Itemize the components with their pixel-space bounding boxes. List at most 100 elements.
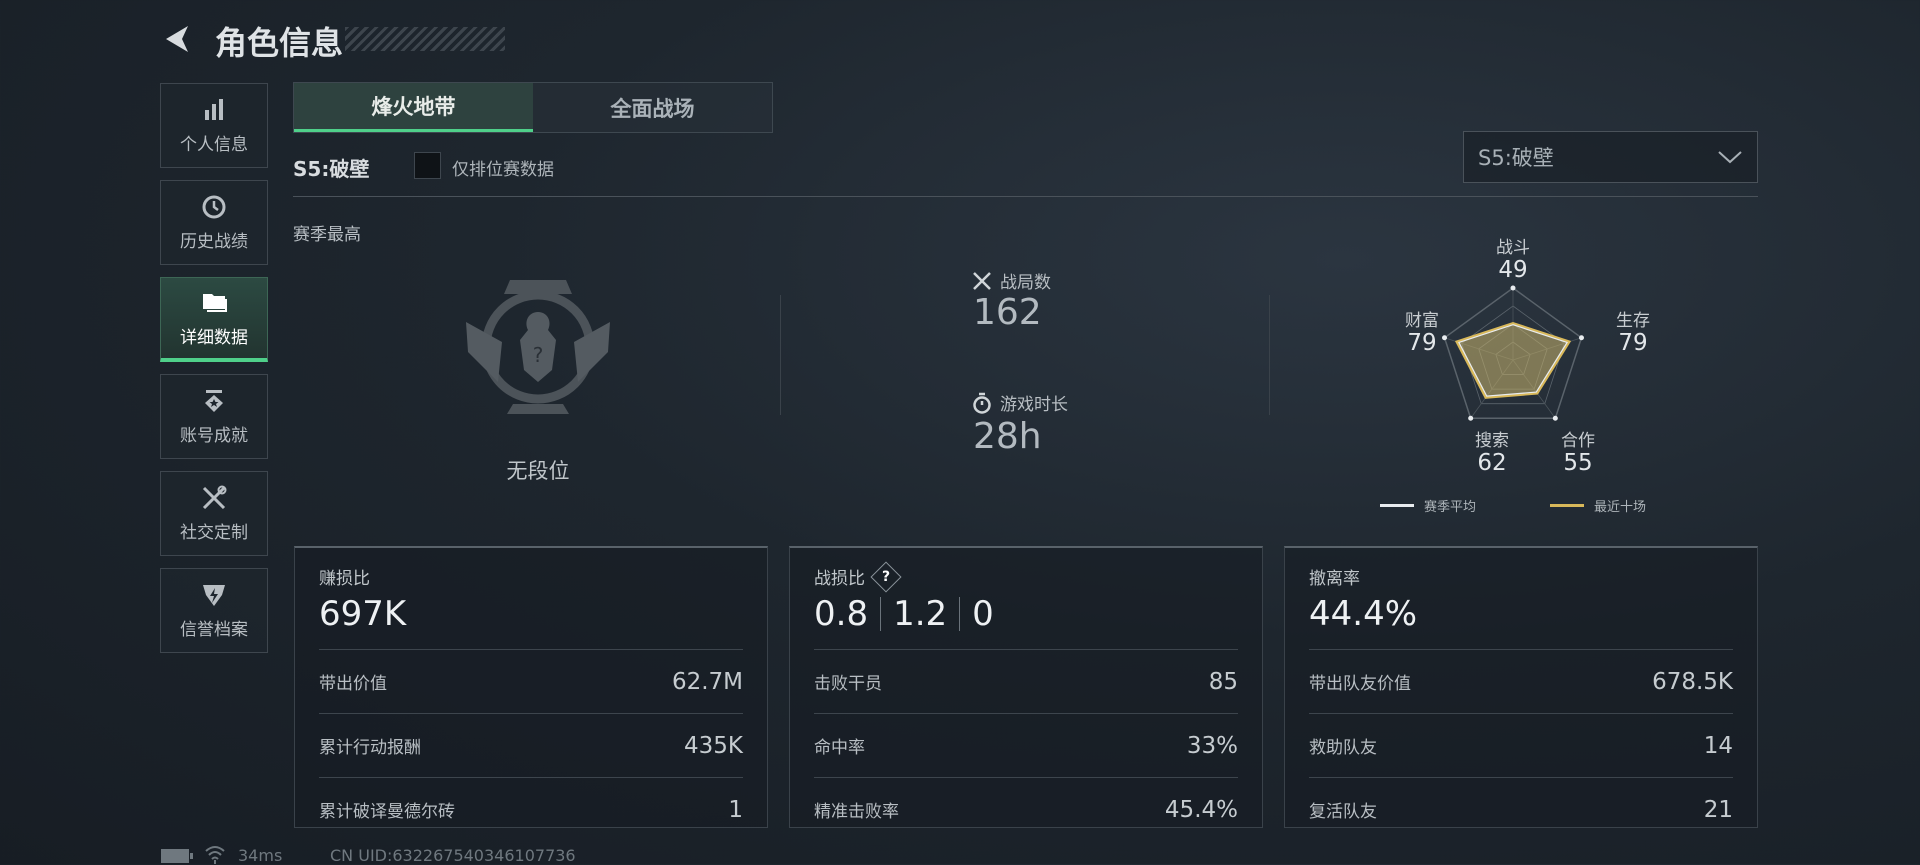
stat-label: 带出价值 bbox=[319, 674, 387, 694]
rank-name: 无段位 bbox=[506, 459, 570, 483]
legend-swatch bbox=[1380, 504, 1414, 507]
radar-value-label: 79 bbox=[1618, 330, 1648, 356]
divider bbox=[1269, 295, 1270, 415]
radar-vertex bbox=[1510, 285, 1516, 291]
battery-icon bbox=[161, 849, 193, 863]
stat-value: 1 bbox=[728, 796, 743, 823]
playtime-value: 28h bbox=[973, 416, 1042, 457]
sidebar-item-label: 社交定制 bbox=[180, 523, 248, 543]
stat-row: 复活队友 21 bbox=[1309, 777, 1733, 841]
stat-label: 命中率 bbox=[814, 738, 865, 758]
radar-axis-label: 生存 bbox=[1616, 311, 1650, 331]
legend-swatch bbox=[1550, 504, 1584, 507]
season-dropdown-value: S5:破壁 bbox=[1478, 146, 1554, 170]
ranked-only-label[interactable]: 仅排位赛数据 bbox=[452, 160, 554, 180]
history-clock-icon bbox=[202, 195, 226, 219]
wifi-icon bbox=[205, 846, 225, 864]
stat-value: 45.4% bbox=[1164, 796, 1238, 823]
radar-grid bbox=[1443, 287, 1583, 419]
stat-value: 14 bbox=[1703, 732, 1733, 759]
stat-card: 撤离率 44.4% 带出队友价值 678.5K 救助队友 14 复活队友 21 bbox=[1284, 546, 1758, 828]
stat-card: 赚损比 697K 带出价值 62.7M 累计行动报酬 435K 累计破译曼德尔砖 1 bbox=[294, 546, 768, 828]
sidebar-item-label: 信誉档案 bbox=[180, 620, 248, 640]
radar-chart bbox=[1442, 285, 1584, 421]
stat-row: 带出价值 62.7M bbox=[319, 649, 743, 713]
folder-icon bbox=[203, 293, 227, 312]
card-title: 撤离率 bbox=[1309, 569, 1360, 589]
sidebar-item-3[interactable]: 账号成就 bbox=[160, 374, 268, 459]
rank-emblem-icon: ? bbox=[466, 280, 610, 414]
stat-row: 命中率 33% bbox=[814, 713, 1238, 777]
radar-axis-label: 战斗 bbox=[1496, 238, 1530, 258]
radar-vertex bbox=[1552, 415, 1558, 421]
radar-axis-label: 搜索 bbox=[1475, 431, 1509, 451]
tab-firezone[interactable]: 烽火地带 bbox=[294, 83, 533, 132]
radar-value-label: 79 bbox=[1407, 330, 1437, 356]
stat-label: 救助队友 bbox=[1309, 738, 1377, 758]
tab-battlefield[interactable]: 全面战场 bbox=[533, 83, 772, 132]
stat-label: 击败干员 bbox=[814, 674, 882, 694]
divider bbox=[780, 295, 781, 415]
matches-label: 战局数 bbox=[972, 268, 1051, 293]
ping-text: 34ms bbox=[238, 846, 283, 865]
stat-value: 85 bbox=[1208, 668, 1238, 695]
page-title: 角色信息 bbox=[215, 24, 344, 62]
radar-vertex bbox=[1468, 415, 1474, 421]
stat-label: 带出队友价值 bbox=[1309, 674, 1411, 694]
legend-label: 赛季平均 bbox=[1424, 500, 1477, 515]
stat-row: 累计破译曼德尔砖 1 bbox=[319, 777, 743, 841]
radar-axis-label: 财富 bbox=[1405, 311, 1439, 331]
sidebar-item-1[interactable]: 历史战绩 bbox=[160, 180, 268, 265]
card-value: 1.2 bbox=[893, 594, 948, 634]
card-value: 0.8 bbox=[814, 594, 869, 634]
stat-value: 21 bbox=[1703, 796, 1733, 823]
ranked-only-checkbox[interactable] bbox=[414, 152, 441, 179]
stat-card: 战损比? 0.8 1.2 0 击败干员 85 命中率 33% 精准击败率 45.4% bbox=[789, 546, 1263, 828]
mode-tabs: 烽火地带 全面战场 bbox=[293, 82, 773, 133]
radar-series-season bbox=[1458, 324, 1569, 397]
stat-value: 435K bbox=[684, 732, 743, 759]
card-title: 赚损比 bbox=[319, 569, 370, 589]
help-icon[interactable]: ? bbox=[870, 560, 902, 593]
playtime-label-text: 游戏时长 bbox=[1000, 395, 1068, 415]
sidebar-item-label: 历史战绩 bbox=[180, 232, 248, 252]
stopwatch-icon bbox=[973, 392, 991, 414]
radar-value-label: 55 bbox=[1563, 450, 1593, 476]
card-value: 44.4% bbox=[1309, 594, 1418, 634]
sidebar-item-0[interactable]: 个人信息 bbox=[160, 83, 268, 168]
stat-label: 累计破译曼德尔砖 bbox=[319, 802, 455, 822]
stat-label: 精准击败率 bbox=[814, 802, 899, 822]
legend-season-avg: 赛季平均 bbox=[1380, 496, 1476, 515]
svg-text:?: ? bbox=[533, 343, 544, 367]
sidebar-item-2[interactable]: 详细数据 bbox=[160, 277, 268, 362]
legend-recent-ten: 最近十场 bbox=[1550, 496, 1646, 515]
radar-vertex bbox=[1578, 335, 1584, 341]
stat-row: 带出队友价值 678.5K bbox=[1309, 649, 1733, 713]
radar-series-recent bbox=[1454, 321, 1572, 399]
bar-chart-icon bbox=[205, 99, 223, 120]
radar-axis-label: 合作 bbox=[1561, 431, 1595, 451]
sidebar-item-5[interactable]: 信誉档案 bbox=[160, 568, 268, 653]
stat-row: 击败干员 85 bbox=[814, 649, 1238, 713]
sidebar-item-4[interactable]: 社交定制 bbox=[160, 471, 268, 556]
stat-row: 精准击败率 45.4% bbox=[814, 777, 1238, 841]
playtime-label: 游戏时长 bbox=[972, 390, 1068, 415]
matches-value: 162 bbox=[973, 292, 1042, 333]
card-value: 0 bbox=[972, 594, 994, 634]
chevron-down-icon bbox=[1718, 151, 1742, 164]
stat-value: 62.7M bbox=[671, 668, 743, 695]
season-dropdown[interactable]: S5:破壁 bbox=[1463, 131, 1758, 183]
tools-icon bbox=[202, 485, 227, 510]
radar-vertex bbox=[1442, 335, 1448, 341]
stat-label: 复活队友 bbox=[1309, 802, 1377, 822]
shield-bolt-icon bbox=[203, 585, 225, 606]
stat-row: 救助队友 14 bbox=[1309, 713, 1733, 777]
back-arrow-icon[interactable] bbox=[160, 22, 194, 56]
season-best-label: 赛季最高 bbox=[293, 225, 361, 245]
stat-value: 33% bbox=[1186, 732, 1238, 759]
medal-icon bbox=[205, 390, 223, 412]
legend-label: 最近十场 bbox=[1594, 500, 1647, 515]
separator bbox=[959, 597, 961, 631]
radar-value-label: 62 bbox=[1477, 450, 1507, 476]
sidebar-item-label: 详细数据 bbox=[180, 327, 248, 348]
